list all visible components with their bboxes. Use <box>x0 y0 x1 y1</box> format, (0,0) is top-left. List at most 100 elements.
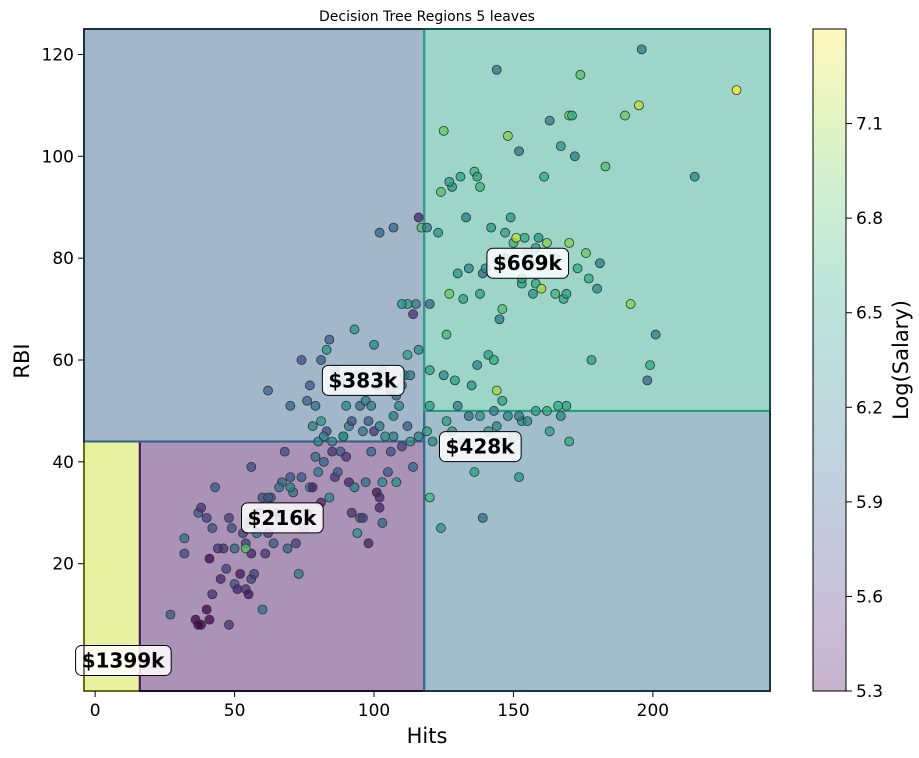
data-point <box>405 370 416 381</box>
data-point <box>327 436 338 447</box>
data-point <box>645 360 655 370</box>
data-point <box>349 482 360 493</box>
data-point <box>555 411 566 421</box>
data-point <box>316 416 326 427</box>
data-point <box>600 161 611 172</box>
data-point <box>410 299 421 309</box>
data-point <box>366 446 377 457</box>
data-point <box>268 538 279 549</box>
data-point <box>636 44 647 55</box>
colorbar-tick-label: 6.5 <box>856 304 883 324</box>
data-point <box>291 538 301 549</box>
data-point <box>475 181 485 192</box>
data-point <box>625 299 636 309</box>
data-point <box>201 512 212 523</box>
data-point <box>285 472 296 483</box>
decision-regions <box>83 28 771 692</box>
y-tick-label: 40 <box>52 453 74 473</box>
data-point <box>296 355 307 365</box>
data-point <box>620 110 630 121</box>
data-point <box>235 568 246 579</box>
data-point <box>449 375 460 386</box>
data-point <box>249 568 260 579</box>
data-point <box>502 411 513 421</box>
data-point <box>360 477 371 488</box>
data-point <box>542 237 552 248</box>
data-point <box>497 395 508 406</box>
x-tick-label: 200 <box>637 701 669 721</box>
data-point <box>388 411 399 421</box>
data-point <box>497 304 508 314</box>
data-point <box>380 431 391 442</box>
data-point <box>441 416 452 427</box>
data-point <box>224 619 234 630</box>
data-point <box>318 456 329 467</box>
data-point <box>553 400 563 411</box>
data-point <box>240 543 251 554</box>
data-point <box>444 288 455 299</box>
data-point <box>374 502 385 513</box>
data-point <box>586 355 597 365</box>
data-point <box>383 467 393 477</box>
data-point <box>634 100 644 111</box>
data-point <box>201 604 212 615</box>
data-point <box>366 400 377 411</box>
data-point <box>196 502 207 513</box>
data-point <box>204 614 215 625</box>
region-label-text: $1399k <box>82 648 166 672</box>
data-point <box>491 385 502 396</box>
chart-title: Decision Tree Regions 5 leaves <box>319 9 535 25</box>
data-point <box>274 482 285 493</box>
data-point <box>307 421 318 432</box>
data-point <box>408 309 418 320</box>
region-label: $669k <box>486 247 570 279</box>
data-point <box>327 446 338 457</box>
data-point <box>475 288 485 299</box>
data-point <box>452 400 463 411</box>
data-point <box>530 406 541 416</box>
data-point <box>458 293 469 304</box>
data-point <box>424 492 435 503</box>
data-point <box>514 472 524 483</box>
data-point <box>441 329 452 340</box>
data-point <box>279 446 290 457</box>
data-point <box>427 436 438 447</box>
x-tick-label: 150 <box>497 701 529 721</box>
data-point <box>486 222 497 233</box>
region-label-text: $669k <box>493 251 563 275</box>
data-point <box>452 268 463 279</box>
data-point <box>179 548 190 559</box>
data-point <box>583 273 594 284</box>
data-point <box>374 492 385 503</box>
data-point <box>402 421 413 432</box>
data-point <box>349 324 360 335</box>
data-point <box>391 477 402 488</box>
data-point <box>318 431 329 442</box>
data-point <box>346 507 357 518</box>
data-point <box>463 411 474 421</box>
data-point <box>204 553 215 564</box>
data-point <box>224 512 234 523</box>
colorbar-gradient <box>813 29 846 691</box>
data-point <box>519 232 530 243</box>
region-label: $1399k <box>75 644 172 676</box>
data-point <box>193 619 204 630</box>
region-label: $216k <box>241 502 324 534</box>
data-point <box>424 400 435 411</box>
data-point <box>221 563 232 574</box>
data-point <box>436 523 446 533</box>
y-tick-label: 60 <box>52 351 74 371</box>
region-label-text: $216k <box>248 506 318 530</box>
colorbar-tick-label: 5.6 <box>856 587 883 607</box>
region-label: $383k <box>321 364 405 396</box>
data-point <box>341 400 352 411</box>
data-point <box>212 543 223 554</box>
region-label-text: $428k <box>445 435 515 459</box>
data-point <box>357 426 368 437</box>
colorbar-tick-label: 5.9 <box>856 493 883 513</box>
colorbar-tick-label: 6.2 <box>856 398 883 418</box>
x-axis: 0 50 100 150 200 <box>90 691 669 721</box>
region-label-box <box>438 431 522 463</box>
data-point <box>500 227 510 238</box>
